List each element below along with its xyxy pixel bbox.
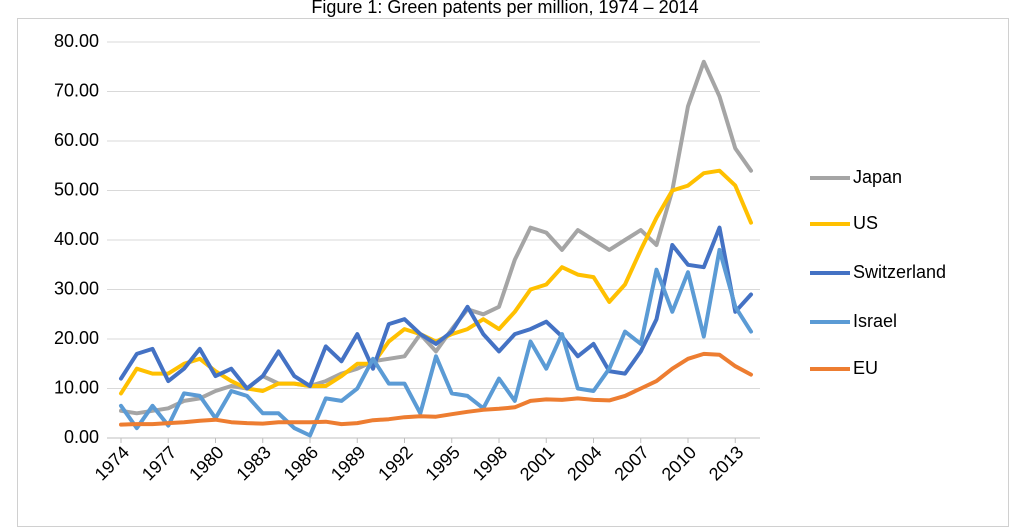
- legend-label: EU: [853, 358, 878, 378]
- y-tick-label: 40.00: [54, 229, 99, 249]
- title-band: [0, 0, 1011, 17]
- y-tick-label: 50.00: [54, 179, 99, 199]
- series-line: [119, 225, 753, 391]
- series-line: [119, 351, 753, 427]
- legend-label: Switzerland: [853, 262, 946, 282]
- series-line: [119, 247, 753, 438]
- y-tick-label: 30.00: [54, 278, 99, 298]
- y-tick-label: 70.00: [54, 80, 99, 100]
- legend-label: US: [853, 213, 878, 233]
- y-tick-label: 80.00: [54, 31, 99, 51]
- legend-label: Israel: [853, 311, 897, 331]
- y-tick-label: 20.00: [54, 328, 99, 348]
- chart-title: Figure 1: Green patents per million, 197…: [311, 0, 698, 17]
- y-tick-label: 60.00: [54, 130, 99, 150]
- y-tick-label: 10.00: [54, 377, 99, 397]
- y-tick-label: 0.00: [64, 427, 99, 447]
- legend-label: Japan: [853, 167, 902, 187]
